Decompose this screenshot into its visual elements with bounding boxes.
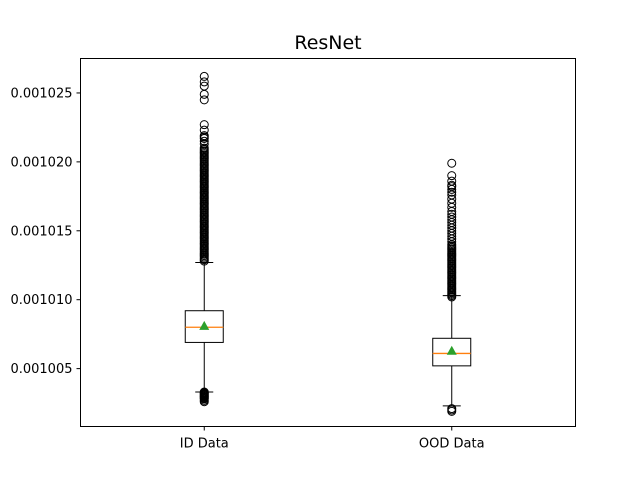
box-group-1 <box>432 158 472 416</box>
y-axis: 0.001005 0.001010 0.001015 0.001020 0.001025 <box>10 86 81 377</box>
flier-point <box>199 125 209 135</box>
flier-point <box>447 194 457 204</box>
chart-title: ResNet <box>294 32 361 54</box>
x-tick-label: ID Data <box>180 437 229 452</box>
flier-point <box>199 131 209 141</box>
flier-point <box>447 212 457 222</box>
flier-point <box>447 158 457 168</box>
y-tick-label: 0.001025 <box>10 86 72 101</box>
flier-point <box>447 187 457 197</box>
iqr-box <box>184 310 224 343</box>
flier-point <box>447 180 457 190</box>
flier-point <box>199 397 209 407</box>
flier-point <box>199 95 209 105</box>
plot-area <box>184 71 472 416</box>
flier-point <box>199 71 209 81</box>
iqr-box <box>432 337 472 367</box>
flier-point <box>199 143 209 153</box>
flier-point <box>199 136 209 146</box>
flier-point <box>447 171 457 181</box>
flier-point <box>447 209 457 219</box>
box-group-0 <box>184 71 224 407</box>
mean-marker <box>446 345 457 355</box>
mean-marker <box>199 320 210 330</box>
axes-frame <box>80 58 576 427</box>
y-tick-label: 0.001010 <box>10 293 72 308</box>
flier-point <box>447 176 457 186</box>
y-tick-label: 0.001005 <box>10 362 72 377</box>
flier-point <box>199 81 209 91</box>
x-tick-label: OOD Data <box>419 437 485 452</box>
flier-point <box>199 120 209 130</box>
flier-point <box>199 89 209 99</box>
flier-point <box>447 406 457 416</box>
flier-point <box>199 77 209 87</box>
x-axis: ID Data OOD Data <box>180 426 485 452</box>
y-tick-label: 0.001020 <box>10 155 72 170</box>
y-tick-label: 0.001015 <box>10 224 72 239</box>
